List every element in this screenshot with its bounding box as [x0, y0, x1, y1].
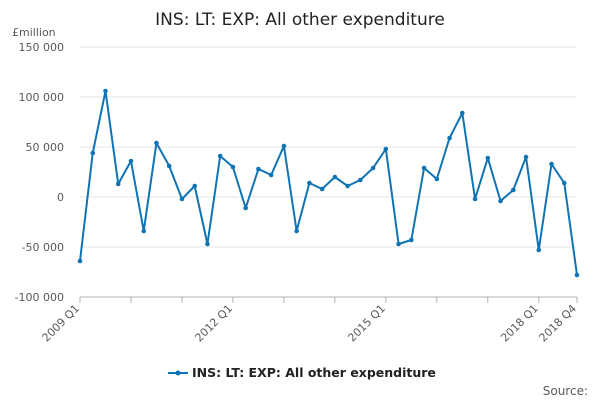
y-tick-label: 0 — [57, 191, 64, 204]
y-tick-label: 50 000 — [26, 141, 65, 154]
data-point — [383, 146, 389, 152]
x-tick-label: 2009 Q1 — [40, 302, 83, 345]
data-point — [447, 135, 452, 141]
data-point — [510, 187, 516, 193]
data-point — [396, 241, 401, 247]
chart-title: INS: LT: EXP: All other expenditure — [155, 10, 445, 30]
data-point — [154, 140, 159, 146]
data-point — [90, 150, 96, 156]
gridlines — [80, 46, 577, 298]
legend: INS: LT: EXP: All other expenditure — [168, 365, 436, 380]
data-point — [574, 272, 580, 278]
data-point — [472, 196, 478, 202]
series-layer — [77, 88, 580, 278]
data-point — [460, 110, 465, 116]
y-tick-label: -50 000 — [22, 241, 64, 254]
source-label: Source: — [543, 384, 588, 398]
data-point — [243, 205, 248, 211]
data-point — [141, 228, 147, 234]
data-point — [332, 174, 338, 180]
data-point — [561, 180, 567, 186]
x-tick-label: 2015 Q1 — [345, 302, 388, 345]
x-tick-label: 2018 Q1 — [498, 302, 541, 345]
data-point — [128, 158, 134, 164]
data-point — [498, 198, 503, 204]
data-point — [319, 186, 325, 192]
data-point — [77, 258, 83, 264]
data-point — [358, 177, 363, 183]
data-point — [370, 165, 376, 171]
data-point — [256, 166, 261, 172]
y-axis-ticks: -100 000 -50 000 0 50 000 100 000 150 000 — [15, 41, 64, 304]
data-point — [421, 165, 427, 171]
data-point — [307, 180, 312, 186]
x-tick-label: 2012 Q1 — [193, 302, 236, 345]
y-tick-label: 150 000 — [19, 41, 65, 54]
data-point — [205, 241, 210, 247]
data-point — [409, 237, 414, 243]
data-point — [485, 155, 491, 161]
legend-marker — [175, 370, 181, 376]
data-point — [230, 164, 236, 170]
y-tick-label: -100 000 — [15, 291, 64, 304]
x-tick-label: 2018 Q4 — [537, 302, 580, 345]
data-point — [166, 163, 172, 169]
data-point — [294, 228, 299, 234]
data-point — [536, 247, 542, 253]
data-point — [549, 161, 554, 167]
data-point — [192, 183, 197, 189]
y-tick-label: 100 000 — [19, 91, 65, 104]
legend-label: INS: LT: EXP: All other expenditure — [192, 365, 436, 380]
data-point — [217, 153, 223, 159]
series-line — [79, 90, 578, 276]
data-point — [523, 154, 529, 160]
data-point — [115, 181, 121, 187]
data-point — [345, 183, 350, 189]
data-point — [434, 176, 440, 182]
data-point — [179, 196, 185, 202]
y-axis-label: £million — [12, 26, 56, 39]
data-point — [103, 88, 108, 94]
data-point — [268, 172, 274, 178]
data-point — [281, 143, 287, 149]
